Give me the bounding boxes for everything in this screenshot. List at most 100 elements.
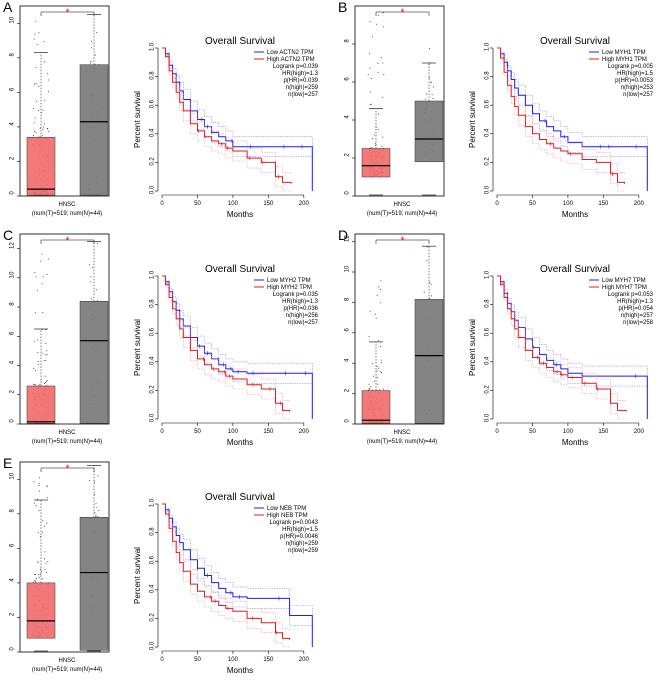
panel-d-svg: D 0 2 4 6 8 10 12 * HNSC (num(T)=519; num(N)=44) Ov… bbox=[338, 227, 654, 447]
survival-ci-line bbox=[162, 503, 313, 647]
survival-y-tick-label: 0.0 bbox=[150, 641, 156, 650]
legend-label: Low ACTN2 TPM bbox=[267, 50, 313, 56]
survival-ci-line bbox=[162, 503, 290, 648]
boxplot-point bbox=[47, 72, 49, 74]
boxplot-y-tick-label: 4 bbox=[10, 122, 16, 126]
survival-x-tick-label: 50 bbox=[194, 657, 201, 663]
survival-y-tick-label: 0.8 bbox=[150, 299, 156, 308]
panel-label: C bbox=[3, 227, 13, 243]
survival-y-tick-label: 0.6 bbox=[150, 555, 156, 564]
boxplot-point bbox=[374, 142, 376, 144]
boxplot-point bbox=[45, 360, 47, 362]
boxplot-x-label: HNSC bbox=[393, 202, 411, 208]
boxplot-y-tick-label: 10 bbox=[345, 265, 351, 272]
panel-e-svg: E 0 2 4 6 8 10 * HNSC (num(T)=519; num(N)=44) Over… bbox=[3, 455, 319, 675]
legend-label: High NEB TPM bbox=[267, 513, 308, 519]
boxplot-point bbox=[381, 145, 383, 147]
boxplot-point bbox=[34, 117, 36, 119]
boxplot-point bbox=[377, 377, 378, 379]
boxplot-x-label: HNSC bbox=[58, 202, 76, 208]
boxplot-point bbox=[38, 490, 40, 492]
survival-stat: Logrank p=0.005 bbox=[608, 64, 654, 70]
survival-stat: p(HR)=0.0053 bbox=[615, 78, 654, 84]
boxplot-point bbox=[33, 108, 35, 110]
boxplot-point bbox=[45, 563, 47, 565]
boxplot-point bbox=[382, 136, 384, 138]
panel-label: B bbox=[338, 0, 347, 15]
boxplot-point bbox=[39, 383, 41, 385]
survival-y-tick-label: 0.0 bbox=[485, 413, 491, 422]
survival-x-tick-label: 0 bbox=[160, 657, 164, 663]
boxplot-point bbox=[370, 386, 372, 388]
survival-curve bbox=[497, 275, 648, 419]
boxplot-point bbox=[33, 340, 35, 342]
boxplot-point bbox=[369, 21, 371, 23]
survival-y-label: Percent survival bbox=[133, 547, 142, 604]
boxplot-box bbox=[414, 299, 444, 424]
boxplot-point bbox=[430, 283, 432, 285]
boxplot-point bbox=[97, 242, 99, 244]
boxplot-point bbox=[43, 41, 45, 43]
boxplot-frame bbox=[354, 5, 445, 197]
boxplot-point bbox=[376, 370, 378, 372]
survival-stat: n(high)=256 bbox=[286, 313, 319, 319]
legend-label: Low MYH1 TPM bbox=[602, 50, 646, 56]
survival-stat: n(low)=257 bbox=[623, 92, 654, 98]
boxplot-point bbox=[38, 32, 40, 34]
panel-label: D bbox=[338, 227, 348, 243]
survival-ci-line bbox=[162, 275, 290, 420]
survival-curve bbox=[162, 47, 313, 191]
boxplot-point bbox=[377, 71, 379, 73]
boxplot-x-label: HNSC bbox=[393, 430, 411, 436]
significance-star: * bbox=[65, 463, 70, 475]
boxplot-point bbox=[46, 274, 48, 275]
boxplot-point bbox=[90, 61, 92, 62]
boxplot-point bbox=[90, 281, 92, 283]
survival-y-tick-label: 0.8 bbox=[150, 527, 156, 536]
boxplot-point bbox=[92, 266, 93, 268]
survival-stat: Logrank p=0.0043 bbox=[269, 520, 318, 526]
boxplot-y-tick-label: 10 bbox=[10, 271, 16, 278]
boxplot-point bbox=[376, 294, 378, 296]
boxplot-box bbox=[26, 137, 56, 196]
boxplot-point bbox=[40, 260, 42, 262]
survival-x-tick-label: 50 bbox=[529, 201, 536, 207]
survival-y-tick-label: 1.0 bbox=[150, 42, 156, 51]
boxplot-point bbox=[33, 135, 34, 136]
boxplot-point bbox=[44, 558, 46, 560]
boxplot-point bbox=[38, 510, 40, 512]
boxplot-x-label: HNSC bbox=[58, 658, 76, 664]
boxplot-point bbox=[382, 96, 384, 98]
boxplot-x-label: HNSC bbox=[58, 430, 76, 436]
survival-title: Overall Survival bbox=[205, 492, 275, 503]
survival-title: Overall Survival bbox=[205, 264, 275, 275]
boxplot-point bbox=[43, 61, 45, 63]
boxplot-y-tick-label: 0 bbox=[10, 419, 16, 423]
significance-star: * bbox=[65, 235, 70, 247]
boxplot-point bbox=[46, 485, 48, 487]
boxplot-y-tick-label: 6 bbox=[345, 77, 351, 81]
survival-x-tick-label: 0 bbox=[160, 201, 164, 207]
survival-x-label: Months bbox=[227, 210, 253, 219]
boxplot-point bbox=[381, 372, 383, 373]
boxplot-point bbox=[38, 483, 40, 484]
survival-y-tick-label: 0.4 bbox=[150, 356, 156, 365]
boxplot-point bbox=[89, 480, 90, 481]
boxplot-point bbox=[33, 481, 35, 483]
survival-x-label: Months bbox=[227, 438, 253, 447]
boxplot-point bbox=[374, 313, 376, 315]
survival-curve bbox=[162, 503, 291, 640]
survival-stat: p(HR)=0.0046 bbox=[280, 534, 319, 540]
boxplot-point bbox=[371, 147, 373, 148]
boxplot-point bbox=[37, 532, 39, 534]
survival-stat: p(HR)=0.054 bbox=[618, 306, 653, 312]
boxplot-point bbox=[38, 485, 40, 487]
boxplot-point bbox=[380, 280, 382, 282]
boxplot-y-tick-label: 8 bbox=[10, 302, 16, 306]
survival-x-tick-label: 0 bbox=[160, 429, 164, 435]
survival-ci-line bbox=[162, 503, 290, 630]
boxplot-point bbox=[41, 329, 43, 331]
boxplot-point bbox=[37, 109, 39, 111]
boxplot-point bbox=[382, 62, 384, 64]
boxplot-point bbox=[37, 364, 39, 366]
